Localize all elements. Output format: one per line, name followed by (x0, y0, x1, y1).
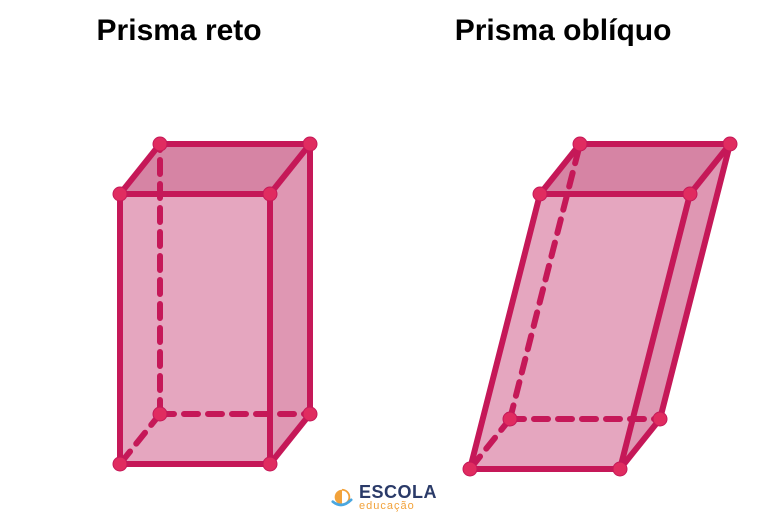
titles-row: Prisma reto Prisma oblíquo (0, 0, 768, 48)
title-right: Prisma oblíquo (455, 14, 672, 48)
title-left: Prisma reto (97, 14, 262, 48)
logo-sub: educação (359, 501, 437, 512)
prism-reto (60, 104, 340, 509)
logo-text: ESCOLA educação (359, 483, 437, 512)
diagram-stage (0, 48, 768, 478)
globe-icon (331, 487, 353, 509)
prism-obliquo (420, 104, 740, 509)
logo-main: ESCOLA (359, 483, 437, 501)
brand-logo: ESCOLA educação (331, 483, 437, 512)
